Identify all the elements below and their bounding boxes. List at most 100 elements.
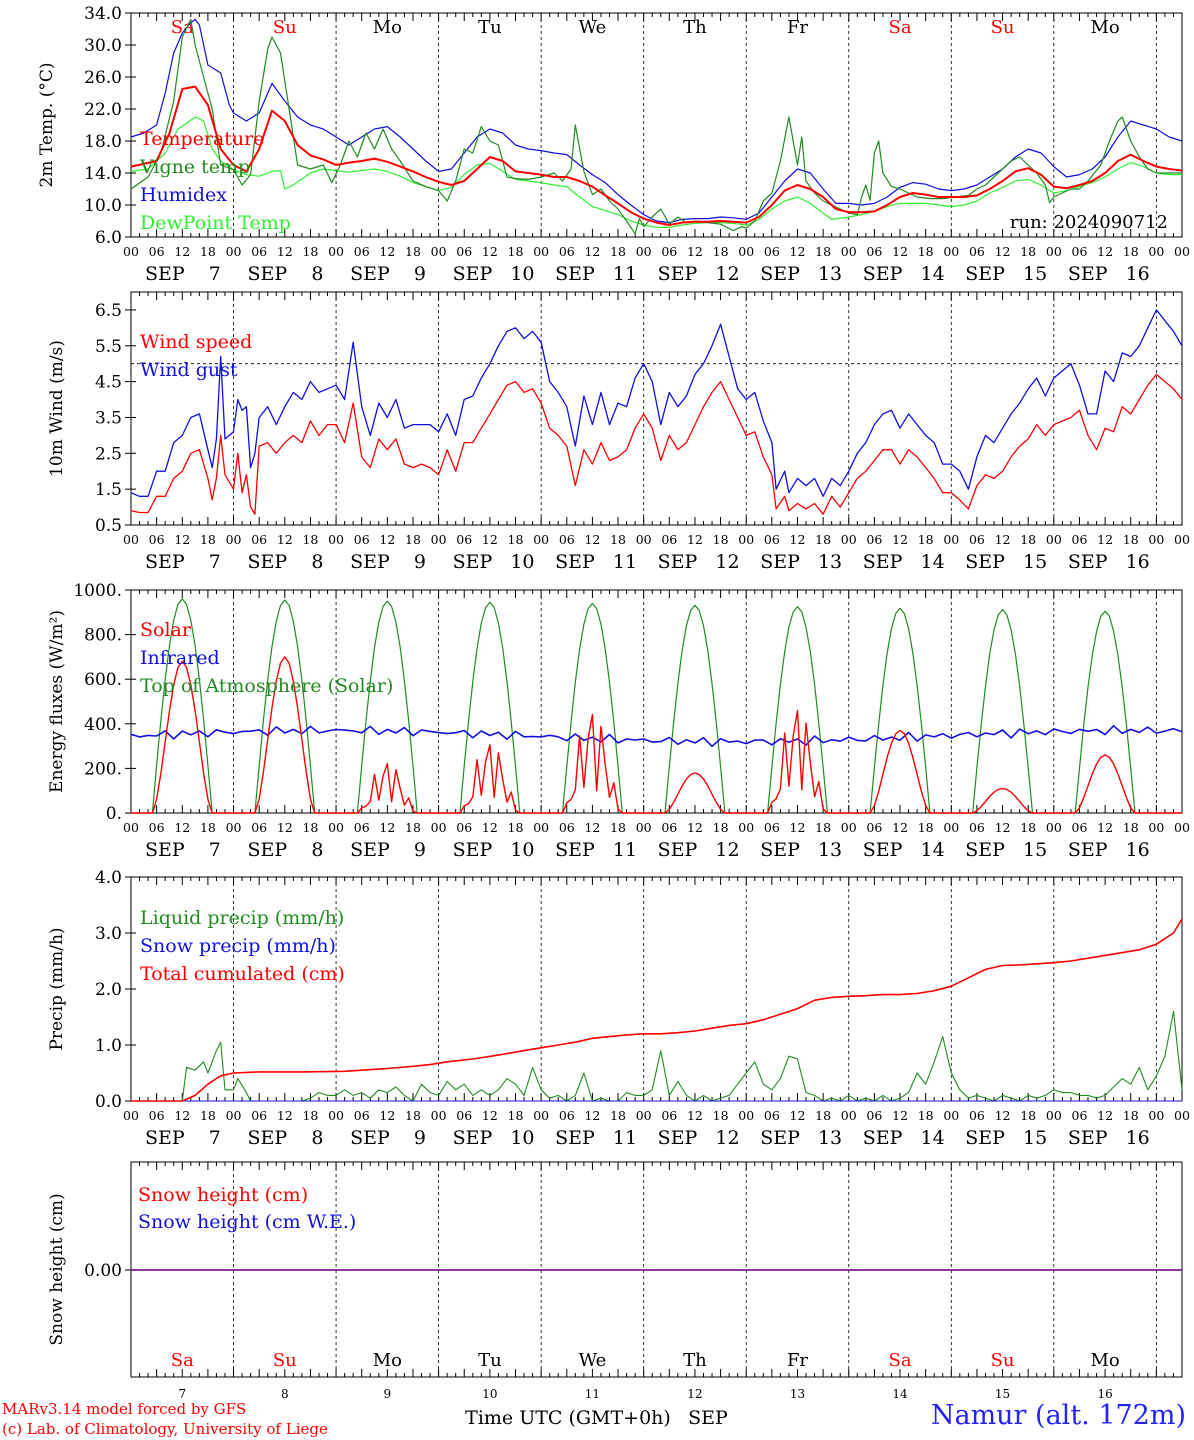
panel-1-hour-label: 06 xyxy=(251,532,267,547)
panel-1-day-label: 11 xyxy=(613,551,637,573)
panel-3-hour-label: 06 xyxy=(559,1108,575,1123)
panel-3-hour-label: 18 xyxy=(610,1108,626,1123)
panel-1-hour-label: 00 xyxy=(1046,532,1062,547)
panel-0-legend-3: DewPoint Temp xyxy=(140,212,291,234)
panel-3-day-label: 12 xyxy=(715,1127,739,1149)
panel-0-weekday-label: Mo xyxy=(373,17,402,38)
panel-0-hour-label: 18 xyxy=(610,244,626,259)
panel-1-hour-label: 00 xyxy=(1174,532,1190,547)
panel-0-weekday-label: Su xyxy=(273,17,297,38)
panel-2-month-label: SEP xyxy=(555,839,595,861)
panel-3-hour-label: 18 xyxy=(200,1108,216,1123)
wind-series-wind-gust xyxy=(130,309,1183,497)
snow-day-number: 11 xyxy=(585,1387,600,1401)
panel-4-weekday-label: Sa xyxy=(888,1350,911,1371)
panel-2-ylabel: Energy fluxes (W/m²) xyxy=(47,610,67,793)
panel-2-month-label: SEP xyxy=(145,839,185,861)
temp-series-humidex xyxy=(130,18,1183,224)
panel-1-hour-label: 18 xyxy=(1123,532,1139,547)
panel-3-month-label: SEP xyxy=(350,1127,390,1149)
panel-1-hour-label: 12 xyxy=(790,532,806,547)
panel-4-weekday-label: We xyxy=(579,1350,607,1371)
panel-0-ytick-label: 18.0 xyxy=(84,132,122,152)
panel-1-ylabel: 10m Wind (m/s) xyxy=(47,340,67,477)
panel-1-hour-label: 12 xyxy=(1097,532,1113,547)
panel-1-hour-label: 00 xyxy=(943,532,959,547)
panel-2-day-label: 14 xyxy=(920,839,944,861)
panel-0-hour-label: 06 xyxy=(559,244,575,259)
panel-0-day-label: 15 xyxy=(1023,263,1047,285)
panel-0-hour-label: 00 xyxy=(226,244,242,259)
panel-2-hour-label: 18 xyxy=(918,820,934,835)
snow-day-number: 13 xyxy=(790,1387,805,1401)
panel-0-weekday-label: We xyxy=(579,17,607,38)
panel-2-hour-label: 12 xyxy=(1097,820,1113,835)
panel-3-ytick-label: 4.0 xyxy=(95,868,122,888)
panel-3-hour-label: 00 xyxy=(1148,1108,1164,1123)
lab-credit: (c) Lab. of Climatology, University of L… xyxy=(2,1420,328,1438)
panel-1-ytick-label: 2.5 xyxy=(95,444,122,464)
panel-2-day-label: 11 xyxy=(613,839,637,861)
panel-0-month-label: SEP xyxy=(658,263,698,285)
panel-2-hour-label: 12 xyxy=(790,820,806,835)
panel-1-hour-label: 12 xyxy=(277,532,293,547)
panel-1-hour-label: 00 xyxy=(1148,532,1164,547)
panel-3-hour-label: 12 xyxy=(584,1108,600,1123)
panel-1-hour-label: 12 xyxy=(174,532,190,547)
panel-2-hour-label: 00 xyxy=(431,820,447,835)
panel-2-month-label: SEP xyxy=(658,839,698,861)
panel-2-hour-label: 00 xyxy=(1174,820,1190,835)
panel-4-legend-1: Snow height (cm W.E.) xyxy=(138,1211,356,1233)
panel-1-hour-label: 18 xyxy=(918,532,934,547)
panel-3-hour-label: 12 xyxy=(482,1108,498,1123)
panel-3-hour-label: 12 xyxy=(1097,1108,1113,1123)
panel-3-legend-2: Total cumulated (cm) xyxy=(140,963,345,985)
panel-3-hour-label: 18 xyxy=(815,1108,831,1123)
panel-1-hour-label: 12 xyxy=(687,532,703,547)
energy-series-infrared xyxy=(130,724,1183,748)
panel-0-hour-label: 18 xyxy=(713,244,729,259)
panel-4-weekday-label: Fr xyxy=(787,1350,808,1371)
panel-0-hour-label: 12 xyxy=(277,244,293,259)
temp-series-temperature xyxy=(130,85,1183,226)
panel-0-hour-label: 06 xyxy=(969,244,985,259)
panel-0-month-label: SEP xyxy=(965,263,1005,285)
panel-3-hour-label: 06 xyxy=(456,1108,472,1123)
panel-0-weekday-label: Tu xyxy=(478,17,502,38)
panel-1-hour-label: 18 xyxy=(1020,532,1036,547)
panel-2-ytick-label: 800. xyxy=(84,626,122,646)
panel-3-hour-label: 12 xyxy=(174,1108,190,1123)
panel-4-legend-0: Snow height (cm) xyxy=(138,1184,308,1206)
panel-3-month-label: SEP xyxy=(1068,1127,1108,1149)
wind-series-wind-speed xyxy=(130,373,1183,515)
panel-1-month-label: SEP xyxy=(145,551,185,573)
panel-0-month-label: SEP xyxy=(1068,263,1108,285)
panel-0-ytick-label: 22.0 xyxy=(84,100,122,120)
panel-0-hour-label: 06 xyxy=(456,244,472,259)
panel-3-day-label: 14 xyxy=(920,1127,944,1149)
panel-3-hour-label: 00 xyxy=(738,1108,754,1123)
panel-1-month-label: SEP xyxy=(965,551,1005,573)
panel-2-hour-label: 06 xyxy=(866,820,882,835)
panel-1-day-label: 14 xyxy=(920,551,944,573)
panel-1-hour-label: 12 xyxy=(584,532,600,547)
panel-0-hour-label: 00 xyxy=(738,244,754,259)
panel-0-day-label: 12 xyxy=(715,263,739,285)
panel-0-hour-label: 00 xyxy=(123,244,139,259)
panel-3-hour-label: 12 xyxy=(790,1108,806,1123)
panel-1-hour-label: 00 xyxy=(226,532,242,547)
panel-3-ytick-label: 0.0 xyxy=(95,1092,122,1112)
panel-0-hour-label: 18 xyxy=(918,244,934,259)
panel-0-hour-label: 00 xyxy=(1148,244,1164,259)
panel-3-hour-label: 00 xyxy=(1174,1108,1190,1123)
panel-0-day-label: 14 xyxy=(920,263,944,285)
panel-2-hour-label: 06 xyxy=(354,820,370,835)
panel-1-frame xyxy=(130,291,1183,526)
panel-1-hour-label: 00 xyxy=(738,532,754,547)
panel-2-day-label: 13 xyxy=(818,839,842,861)
panel-3-month-label: SEP xyxy=(145,1127,185,1149)
panel-0-ytick-label: 26.0 xyxy=(84,68,122,88)
panel-4-weekday-label: Su xyxy=(991,1350,1015,1371)
panel-3-ytick-label: 2.0 xyxy=(95,980,122,1000)
panel-2-month-label: SEP xyxy=(248,839,288,861)
